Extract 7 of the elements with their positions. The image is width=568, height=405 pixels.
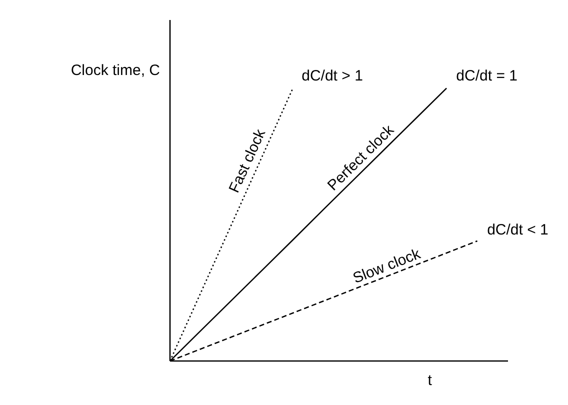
text: Fast clock bbox=[226, 126, 270, 196]
annotation: dC/dt < 1 bbox=[487, 221, 548, 238]
x-axis-title: t bbox=[428, 372, 433, 389]
text: dC/dt = 1 bbox=[456, 68, 518, 85]
y-axis-title: Clock time, C bbox=[70, 62, 160, 79]
text: dC/dt > 1 bbox=[302, 68, 363, 85]
text: Slow clock bbox=[350, 245, 424, 288]
